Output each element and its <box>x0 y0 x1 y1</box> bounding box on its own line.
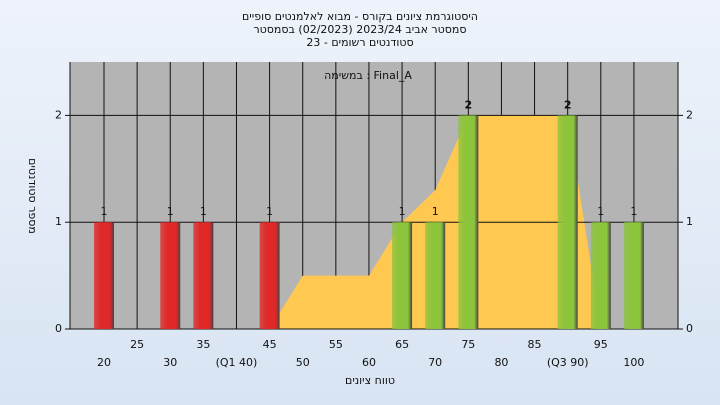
x-tick-label: 65 <box>395 338 409 351</box>
x-tick-label: 35 <box>196 338 210 351</box>
bar <box>259 222 280 329</box>
subtitle: סמסטר אביב 2023/24 (02/2023) בסמסטר <box>253 23 466 36</box>
annotation: Final_A : במשימה <box>324 69 412 82</box>
x-tick-label: 95 <box>594 338 608 351</box>
y-tick-label: 2 <box>55 108 62 121</box>
bar <box>623 222 644 329</box>
x-tick-label: 70 <box>428 356 442 369</box>
x-tick-label: 55 <box>329 338 343 351</box>
bar <box>160 222 181 329</box>
x-tick-label: 25 <box>130 338 144 351</box>
value-label: 1 <box>167 205 174 218</box>
title: היסטוגרמת ציונים בקורס - מבוא לאלמנטים ס… <box>242 10 478 23</box>
value-label: 1 <box>200 205 207 218</box>
bar <box>392 222 413 329</box>
x-tick-label: 60 <box>362 356 376 369</box>
x-tick-label: 75 <box>461 338 475 351</box>
x-tick-label: 30 <box>163 356 177 369</box>
bar <box>590 222 611 329</box>
x-tick-label: 45 <box>263 338 277 351</box>
value-label: 1 <box>432 205 439 218</box>
value-label: 1 <box>266 205 273 218</box>
x-tick-label: 20 <box>97 356 111 369</box>
y2-tick-label: 2 <box>686 108 693 121</box>
bar <box>557 115 578 330</box>
x-tick-label: (Q3 90) <box>547 356 589 369</box>
x-axis-label: טווח ציונים <box>345 374 395 387</box>
value-label: 1 <box>101 205 108 218</box>
x-tick-label: (Q1 40) <box>216 356 258 369</box>
value-label: 1 <box>399 205 406 218</box>
x-tick-label: 50 <box>296 356 310 369</box>
value-label: 2 <box>564 98 572 111</box>
bar <box>458 115 479 330</box>
x-tick-label: 80 <box>494 356 508 369</box>
y2-tick-label: 0 <box>686 322 693 335</box>
bar <box>425 222 446 329</box>
value-label: 1 <box>630 205 637 218</box>
subtitle: סטודנטים רשומים - 23 <box>306 36 413 49</box>
x-tick-label: 100 <box>623 356 644 369</box>
bar <box>94 222 114 329</box>
value-label: 1 <box>597 205 604 218</box>
y-axis-label: מספר סטודנטים <box>26 158 39 234</box>
y2-tick-label: 1 <box>686 215 693 228</box>
y-tick-label: 1 <box>55 215 62 228</box>
bar <box>193 222 214 329</box>
value-label: 2 <box>464 98 472 111</box>
x-tick-label: 85 <box>528 338 542 351</box>
y-tick-label: 0 <box>55 322 62 335</box>
